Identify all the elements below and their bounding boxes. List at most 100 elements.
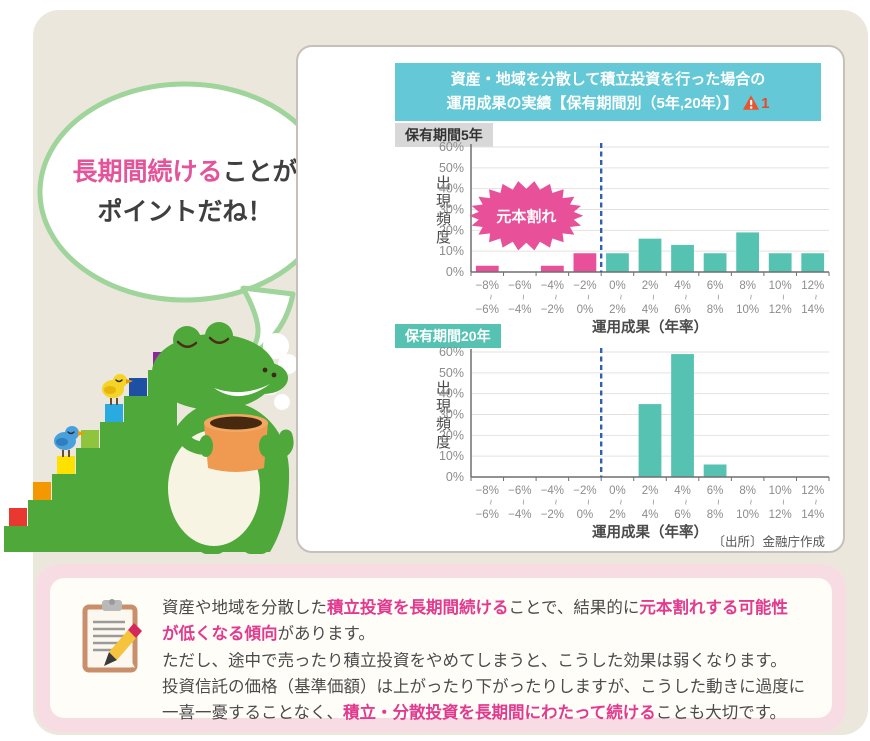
blue-bird-icon [54,426,85,457]
svg-text:~: ~ [614,294,625,300]
svg-text:~: ~ [810,499,821,505]
svg-text:~: ~ [614,499,625,505]
svg-text:4%: 4% [642,304,659,316]
svg-text:−6%: −6% [476,304,499,316]
coffee-mug-icon [199,414,273,472]
bubble-text-line2: ポイントだね！ [97,198,273,226]
speech-bubble-text: 長期間続けることが ポイントだね！ [60,152,310,232]
svg-text:50%: 50% [439,366,464,380]
svg-text:2%: 2% [609,509,626,521]
clipboard-pencil-icon [82,599,142,673]
svg-text:10%: 10% [736,304,759,316]
svg-text:−6%: −6% [476,509,499,521]
svg-text:8%: 8% [707,304,724,316]
svg-text:60%: 60% [439,345,464,359]
pencil-icon [104,623,142,666]
svg-text:0%: 0% [609,280,626,292]
note-panel: 資産や地域を分散した積立投資を長期間続けることで、結果的に元本割れする可能性 が低… [36,564,846,732]
svg-text:10%: 10% [769,280,792,292]
svg-text:−6%: −6% [508,485,531,497]
svg-text:8%: 8% [739,485,756,497]
svg-text:12%: 12% [769,304,792,316]
svg-text:~: ~ [810,294,821,300]
svg-text:14%: 14% [801,304,824,316]
svg-text:12%: 12% [769,509,792,521]
note-line: が低くなる傾向があります。 [162,625,375,644]
svg-text:20%: 20% [439,428,464,442]
svg-text:0%: 0% [446,470,464,484]
svg-text:−6%: −6% [508,280,531,292]
note-text: 資産や地域を分散した積立投資を長期間続けることで、結果的に元本割れする可能性 が低… [162,595,822,726]
svg-text:4%: 4% [674,280,691,292]
svg-text:運用成果（年率）: 運用成果（年率） [592,318,708,336]
bar-2%-to-4% [638,238,662,272]
svg-text:2%: 2% [609,304,626,316]
svg-text:~: ~ [517,294,528,300]
chart1-label-chip: 保有期間5年 [395,123,493,147]
warning-number: 1 [761,95,770,112]
svg-text:6%: 6% [707,485,724,497]
svg-text:−2%: −2% [541,509,564,521]
bar-0%-to-2% [606,253,629,272]
svg-text:30%: 30% [439,408,464,422]
bar-4%-to-6% [671,354,694,477]
svg-text:0%: 0% [446,265,464,279]
svg-text:~: ~ [484,294,495,300]
principal-loss-badge [469,181,584,251]
svg-text:−8%: −8% [476,485,499,497]
note-line: 一喜一憂することなく、積立・分散投資を長期間にわたって続けることも大切です。 [162,704,787,723]
svg-text:8%: 8% [739,280,756,292]
svg-text:~: ~ [484,499,495,505]
svg-text:50%: 50% [439,161,464,175]
title-line1: 資産・地域を分散して積立投資を行った場合の [450,71,766,88]
svg-text:14%: 14% [801,509,824,521]
svg-text:40%: 40% [439,182,464,196]
svg-text:12%: 12% [801,485,824,497]
svg-text:0%: 0% [577,509,594,521]
bar-12%-to-14% [801,253,825,272]
svg-text:~: ~ [549,294,560,300]
bar-10%-to-12% [768,253,792,272]
svg-text:4%: 4% [674,485,691,497]
holding-5yr-chart-svg: 0% 10% 20% 30% 40% 50% 60% −8% ~ −6% −6% ~ −4% −4% ~ −2… [439,140,830,336]
svg-text:6%: 6% [707,280,724,292]
svg-text:10%: 10% [439,449,464,463]
svg-text:40%: 40% [439,387,464,401]
bar-6%-to-8% [703,253,727,272]
svg-text:2%: 2% [642,280,659,292]
bubble-highlight-text: 長期間続ける [72,158,223,186]
svg-text:−8%: −8% [476,280,499,292]
bubble-text-rest: ことが [222,158,298,186]
svg-text:−2%: −2% [573,280,596,292]
svg-text:10%: 10% [439,244,464,258]
holding-20yr-chart-svg: 0% 10% 20% 30% 40% 50% 60% −8% ~ −6% −6% ~ −4% −4% ~ −2… [439,345,830,541]
chart1-ylabel: 出現頻度 [434,175,451,247]
svg-text:~: ~ [777,499,788,505]
chart-card: 資産・地域を分散して積立投資を行った場合の 運用成果の実績【保有期間別（5年,2… [296,45,845,553]
warning-triangle-icon [743,95,760,110]
svg-text:−4%: −4% [541,280,564,292]
svg-text:20%: 20% [439,223,464,237]
svg-text:60%: 60% [439,140,464,154]
svg-text:~: ~ [712,294,723,300]
holding-20yr-chart: 0% 10% 20% 30% 40% 50% 60% −8% ~ −6% −6% ~ −4% −4% ~ −2… [426,344,870,556]
closed-eye-right [208,336,230,344]
bar-−2%-to-0% [573,253,597,272]
bar-6%-to-8% [703,464,727,477]
holding-5yr-chart: 0% 10% 20% 30% 40% 50% 60% −8% ~ −6% −6% ~ −4% −4% ~ −2… [426,139,870,351]
chart2-ylabel: 出現頻度 [434,380,451,452]
crocodile-character [4,322,298,554]
svg-text:0%: 0% [609,485,626,497]
svg-text:~: ~ [712,499,723,505]
svg-text:~: ~ [745,294,756,300]
stair-blocks [9,352,171,526]
svg-text:~: ~ [680,499,691,505]
svg-text:運用成果（年率）: 運用成果（年率） [592,523,708,541]
svg-text:12%: 12% [801,280,824,292]
note-inner-box: 資産や地域を分散した積立投資を長期間続けることで、結果的に元本割れする可能性 が低… [50,578,832,722]
svg-text:10%: 10% [736,509,759,521]
note-line: 資産や地域を分散した積立投資を長期間続けることで、結果的に元本割れする可能性 [162,599,788,617]
bar-−8%-to-−6% [475,265,499,272]
croc-head [152,322,288,410]
svg-text:0%: 0% [577,304,594,316]
